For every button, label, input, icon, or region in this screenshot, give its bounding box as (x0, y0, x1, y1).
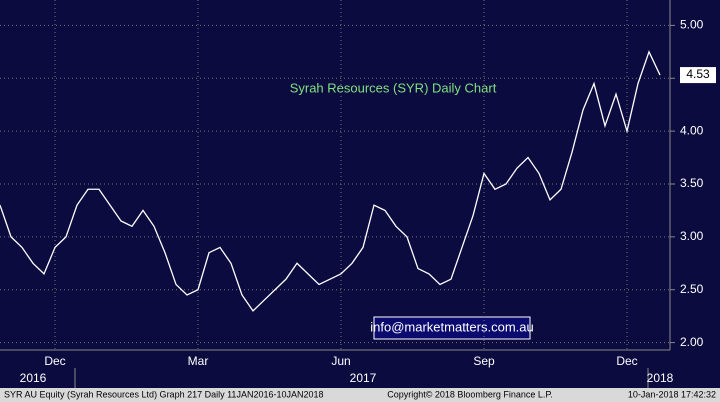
year-label: 2016 (20, 371, 47, 385)
year-label: 2018 (647, 371, 674, 385)
x-tick-label: Mar (188, 354, 209, 368)
footer-right: 10-Jan-2018 17:42:32 (628, 389, 716, 399)
annotation: info@marketmatters.com.au (370, 319, 533, 334)
last-price-label: 4.53 (686, 67, 710, 81)
footer-center: Copyright© 2018 Bloomberg Finance L.P. (387, 389, 553, 399)
x-tick-label: Dec (616, 354, 637, 368)
y-tick-label: 3.00 (680, 229, 704, 243)
footer-bar (0, 388, 720, 402)
y-tick-label: 2.50 (680, 282, 704, 296)
x-tick-label: Jun (331, 354, 350, 368)
x-tick-label: Sep (473, 354, 495, 368)
chart-title: Syrah Resources (SYR) Daily Chart (290, 80, 497, 95)
background (0, 0, 720, 388)
annotation-box (373, 316, 531, 340)
y-tick-label: 4.00 (680, 123, 704, 137)
footer-left: SYR AU Equity (Syrah Resources Ltd) Grap… (4, 389, 324, 399)
price-line (0, 50, 661, 312)
last-price-box (680, 67, 716, 84)
y-tick-label: 2.00 (680, 335, 704, 349)
year-label: 2017 (350, 371, 377, 385)
x-tick-label: Dec (44, 354, 65, 368)
y-tick-label: 5.00 (680, 18, 704, 32)
y-tick-label: 3.50 (680, 176, 704, 190)
